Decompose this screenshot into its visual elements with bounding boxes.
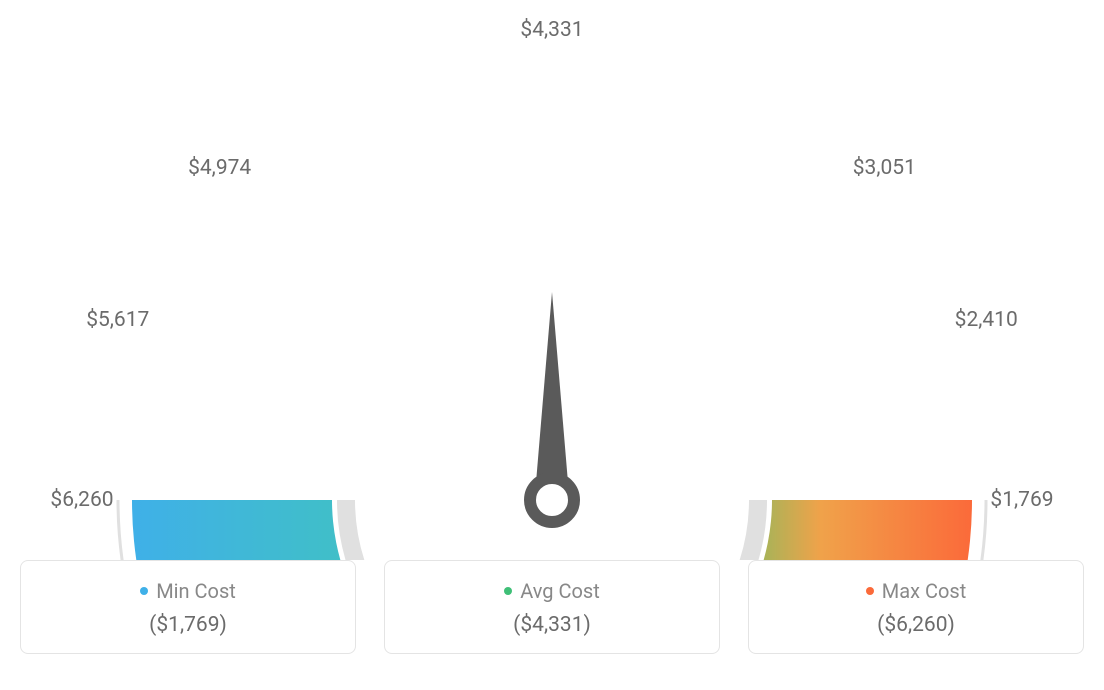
legend-title-text: Avg Cost xyxy=(520,579,600,603)
gauge-scale-label: $4,974 xyxy=(188,156,251,180)
gauge-tick-minor xyxy=(905,420,956,430)
legend-title: Min Cost xyxy=(140,579,236,603)
gauge-tick-minor xyxy=(394,119,414,167)
gauge-hub xyxy=(530,478,574,522)
legend-title-text: Max Cost xyxy=(882,579,967,603)
gauge-tick-minor xyxy=(472,96,482,147)
gauge-tick-major xyxy=(727,209,843,325)
gauge-tick-minor xyxy=(690,119,710,167)
legend-value: ($1,769) xyxy=(31,613,345,637)
legend-card: Max Cost ($6,260) xyxy=(748,560,1084,654)
gauge-needle xyxy=(534,292,569,503)
gauge-tick-minor xyxy=(323,157,352,200)
gauge-tick-minor xyxy=(622,96,632,147)
gauge-tick-minor xyxy=(148,420,199,430)
gauge-tick-major xyxy=(781,342,933,405)
legend-card: Avg Cost ($4,331) xyxy=(384,560,720,654)
gauge-tick-minor xyxy=(851,271,894,300)
gauge-tick-major xyxy=(171,342,323,405)
gauge-scale-label: $2,410 xyxy=(955,308,1018,332)
legend-dot-icon xyxy=(866,587,874,595)
legend-dot-icon xyxy=(504,587,512,595)
gauge-scale-label: $4,331 xyxy=(520,18,583,42)
legend-row: Min Cost ($1,769) Avg Cost ($4,331) Max Cost… xyxy=(20,560,1084,654)
legend-title: Max Cost xyxy=(866,579,967,603)
legend-card: Min Cost ($1,769) xyxy=(20,560,356,654)
gauge-svg xyxy=(20,20,1084,560)
gauge-scale-label: $3,051 xyxy=(853,156,916,180)
legend-value: ($4,331) xyxy=(395,613,709,637)
legend-dot-icon xyxy=(140,587,148,595)
gauge-scale-label: $5,617 xyxy=(86,308,149,332)
gauge-scale-label: $6,260 xyxy=(50,488,113,512)
gauge-scale-label: $1,769 xyxy=(990,488,1053,512)
gauge-tick-major xyxy=(261,209,377,325)
gauge-tick-minor xyxy=(752,157,781,200)
legend-title-text: Min Cost xyxy=(156,579,236,603)
cost-gauge-chart: $1,769 $2,410 $3,051 $4,331 $4,974 $5,617 $6,2… xyxy=(20,20,1084,654)
legend-title: Avg Cost xyxy=(504,579,600,603)
gauge-area: $1,769 $2,410 $3,051 $4,331 $4,974 $5,617 $6,2… xyxy=(20,20,1084,560)
legend-value: ($6,260) xyxy=(759,613,1073,637)
gauge-tick-minor xyxy=(209,271,252,300)
